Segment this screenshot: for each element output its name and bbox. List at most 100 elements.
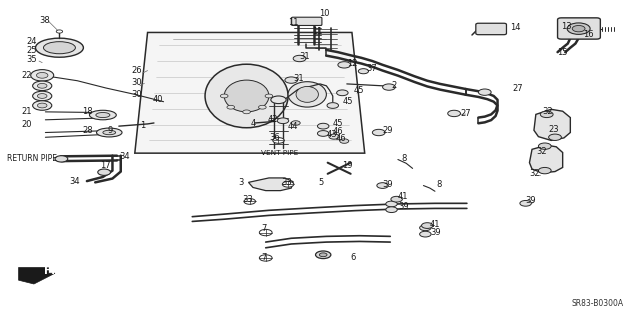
- Text: 15: 15: [557, 48, 568, 57]
- Text: 20: 20: [21, 120, 31, 129]
- Text: 41: 41: [398, 192, 408, 202]
- Text: 33: 33: [242, 195, 253, 204]
- Circle shape: [319, 253, 327, 257]
- Text: 31: 31: [293, 74, 304, 83]
- Text: 32: 32: [529, 169, 540, 178]
- Circle shape: [567, 23, 590, 34]
- Text: 34: 34: [70, 177, 80, 186]
- Text: 21: 21: [21, 107, 31, 116]
- Text: 18: 18: [83, 107, 93, 116]
- Circle shape: [273, 137, 284, 143]
- Text: 26: 26: [132, 66, 142, 75]
- Text: 7: 7: [261, 224, 267, 233]
- Text: 3: 3: [238, 178, 244, 187]
- Circle shape: [572, 26, 585, 32]
- Text: 41: 41: [430, 220, 440, 229]
- Circle shape: [259, 255, 272, 261]
- Circle shape: [33, 81, 52, 91]
- Text: 36: 36: [269, 133, 280, 142]
- Ellipse shape: [90, 110, 116, 120]
- Polygon shape: [248, 178, 293, 191]
- Circle shape: [220, 94, 228, 98]
- Text: 45: 45: [333, 119, 343, 129]
- Text: 16: 16: [583, 31, 594, 40]
- Text: 13: 13: [561, 22, 572, 31]
- Text: 32: 32: [542, 107, 553, 116]
- Text: 24: 24: [26, 37, 36, 46]
- Circle shape: [329, 134, 339, 139]
- Circle shape: [317, 130, 329, 136]
- FancyBboxPatch shape: [557, 18, 600, 39]
- Circle shape: [243, 110, 250, 114]
- Circle shape: [37, 103, 47, 108]
- Text: 2: 2: [392, 81, 397, 90]
- Circle shape: [340, 139, 349, 143]
- Ellipse shape: [44, 42, 76, 54]
- Circle shape: [383, 84, 396, 90]
- Text: 8: 8: [436, 180, 442, 189]
- Circle shape: [293, 55, 306, 62]
- Text: 23: 23: [548, 125, 559, 134]
- Text: 34: 34: [119, 152, 129, 161]
- Text: SR83-B0300A: SR83-B0300A: [572, 299, 623, 308]
- Text: 30: 30: [132, 78, 142, 87]
- Text: 43: 43: [326, 130, 337, 138]
- Text: 42: 42: [268, 115, 278, 124]
- Circle shape: [259, 105, 266, 109]
- Ellipse shape: [296, 86, 319, 102]
- Text: VENT PIPE: VENT PIPE: [261, 150, 298, 156]
- Text: 35: 35: [26, 55, 37, 64]
- Circle shape: [337, 90, 348, 96]
- Circle shape: [338, 62, 351, 68]
- Circle shape: [37, 93, 47, 98]
- Text: 25: 25: [26, 46, 36, 56]
- Ellipse shape: [97, 128, 122, 137]
- Text: 39: 39: [430, 228, 440, 237]
- Text: 14: 14: [510, 23, 521, 32]
- Circle shape: [31, 70, 54, 81]
- Circle shape: [372, 129, 385, 136]
- Circle shape: [244, 198, 255, 204]
- Text: 30: 30: [132, 90, 142, 99]
- Circle shape: [271, 96, 286, 104]
- FancyBboxPatch shape: [476, 23, 506, 35]
- Ellipse shape: [224, 80, 269, 112]
- Circle shape: [386, 201, 397, 207]
- Circle shape: [377, 183, 388, 189]
- Circle shape: [422, 223, 433, 228]
- Circle shape: [291, 121, 300, 125]
- Circle shape: [282, 182, 294, 187]
- Text: 8: 8: [402, 154, 407, 163]
- Polygon shape: [135, 33, 365, 153]
- Text: 4: 4: [251, 119, 256, 129]
- Text: 37: 37: [366, 64, 377, 73]
- Circle shape: [277, 118, 289, 123]
- Circle shape: [285, 77, 298, 83]
- Text: 45: 45: [342, 97, 353, 106]
- Circle shape: [391, 196, 403, 202]
- Circle shape: [227, 105, 235, 109]
- Ellipse shape: [205, 64, 288, 128]
- Text: 11: 11: [288, 18, 299, 27]
- Text: 12: 12: [347, 59, 357, 68]
- Text: 6: 6: [351, 253, 356, 262]
- Text: 27: 27: [461, 109, 471, 118]
- Text: 46: 46: [333, 127, 344, 136]
- Text: 19: 19: [342, 161, 353, 170]
- Text: 29: 29: [383, 126, 393, 135]
- Text: 22: 22: [21, 71, 31, 80]
- Text: 39: 39: [525, 196, 536, 205]
- Circle shape: [316, 251, 331, 259]
- Text: 32: 32: [536, 147, 547, 156]
- Circle shape: [478, 89, 491, 95]
- Circle shape: [259, 229, 272, 236]
- Text: 31: 31: [300, 52, 310, 61]
- Ellipse shape: [288, 82, 326, 107]
- Text: 39: 39: [383, 180, 393, 189]
- Text: 1: 1: [140, 121, 145, 130]
- Circle shape: [317, 123, 329, 129]
- Circle shape: [265, 94, 273, 98]
- Ellipse shape: [35, 38, 83, 57]
- Circle shape: [55, 156, 68, 162]
- Text: 40: 40: [153, 95, 163, 104]
